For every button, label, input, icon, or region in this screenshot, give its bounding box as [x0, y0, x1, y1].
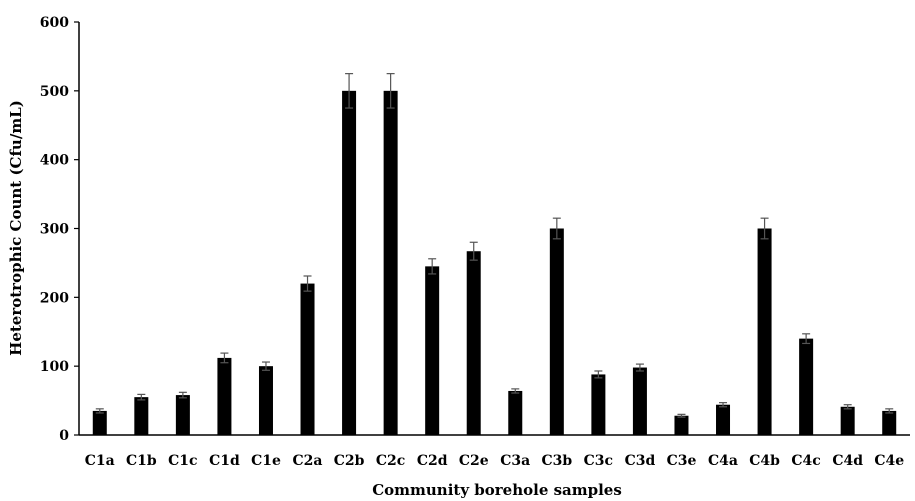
- bar-C1a: [92, 410, 107, 435]
- bar-C4a: [716, 404, 731, 435]
- error-bar-C1c: [178, 391, 187, 399]
- error-bar-C2d: [428, 258, 437, 275]
- bars: [92, 90, 897, 435]
- x-tick-label-C3d: C3d: [625, 453, 656, 469]
- error-bar-C4b: [760, 217, 769, 240]
- bar-C1c: [175, 395, 190, 435]
- bar-C2b: [342, 90, 357, 435]
- x-tick-label-C2c: C2c: [376, 453, 405, 469]
- error-bar-C4e: [885, 408, 894, 414]
- bar-C4e: [882, 410, 897, 435]
- bar-C1b: [134, 397, 149, 435]
- x-tick-label-C2d: C2d: [417, 453, 448, 469]
- error-bar-C3a: [511, 388, 520, 394]
- error-bar-C1e: [261, 361, 270, 371]
- bar-C3b: [549, 228, 564, 435]
- bar-C3c: [591, 374, 606, 435]
- bar-C1e: [258, 366, 273, 435]
- bar-C3d: [632, 367, 647, 435]
- x-tick-label-C4b: C4b: [749, 453, 780, 469]
- error-bar-C1b: [137, 393, 146, 401]
- x-tick-label-C2a: C2a: [293, 453, 323, 469]
- y-tick-label-300: 300: [40, 222, 69, 238]
- error-bar-C3c: [594, 370, 603, 379]
- bar-C4b: [757, 228, 772, 435]
- y-tick-label-600: 600: [40, 15, 69, 31]
- bar-C1d: [217, 357, 232, 435]
- x-tick-label-C3a: C3a: [500, 453, 530, 469]
- y-tick-label-200: 200: [40, 290, 69, 306]
- y-tick-label-500: 500: [40, 84, 69, 100]
- bar-C4d: [840, 406, 855, 435]
- x-tick-labels: C1a C1b C1c C1d C1e C2a C2b C2c C2d C2e C3a C3b C3c C…: [85, 453, 904, 469]
- x-tick-label-C1d: C1d: [209, 453, 240, 469]
- x-tick-label-C1c: C1c: [168, 453, 197, 469]
- error-bar-C2b: [345, 73, 354, 109]
- bar-C2d: [425, 266, 440, 435]
- x-tick-label-C3e: C3e: [667, 453, 697, 469]
- x-tick-label-C2b: C2b: [334, 453, 365, 469]
- error-bar-C2e: [469, 241, 478, 261]
- x-tick-label-C2e: C2e: [459, 453, 489, 469]
- error-bar-C2c: [386, 73, 395, 109]
- error-bar-C4d: [843, 404, 852, 410]
- x-axis-title: Community borehole samples: [372, 481, 622, 499]
- error-bar-C4c: [802, 333, 811, 345]
- error-bars: [95, 73, 894, 418]
- y-tick-labels: 0 100 200 300 400 500 600: [40, 15, 79, 444]
- x-tick-label-C4a: C4a: [708, 453, 738, 469]
- x-tick-label-C1e: C1e: [251, 453, 281, 469]
- error-bar-C1a: [95, 408, 104, 414]
- x-tick-label-C4d: C4d: [832, 453, 863, 469]
- x-tick-label-C3b: C3b: [541, 453, 572, 469]
- error-bar-C3b: [552, 217, 561, 240]
- bar-C3a: [508, 390, 523, 435]
- error-bar-C4a: [719, 402, 728, 408]
- bar-C2e: [466, 251, 481, 435]
- x-tick-label-C1a: C1a: [85, 453, 115, 469]
- y-tick-label-100: 100: [40, 359, 69, 375]
- error-bar-C3e: [677, 413, 686, 418]
- bar-C3e: [674, 415, 689, 435]
- bar-C2a: [300, 283, 315, 435]
- x-tick-label-C4c: C4c: [791, 453, 820, 469]
- y-tick-label-0: 0: [59, 428, 69, 444]
- error-bar-C1d: [220, 352, 229, 364]
- x-tick-label-C3c: C3c: [584, 453, 613, 469]
- bar-C4c: [799, 338, 814, 435]
- x-tick-label-C1b: C1b: [126, 453, 157, 469]
- y-axis-title: Heterotrophic Count (Cfu/mL): [7, 100, 25, 356]
- x-tick-label-C4e: C4e: [874, 453, 904, 469]
- y-tick-label-400: 400: [40, 153, 69, 169]
- error-bar-C2a: [303, 275, 312, 292]
- bar-C2c: [383, 90, 398, 435]
- error-bar-C3d: [635, 363, 644, 372]
